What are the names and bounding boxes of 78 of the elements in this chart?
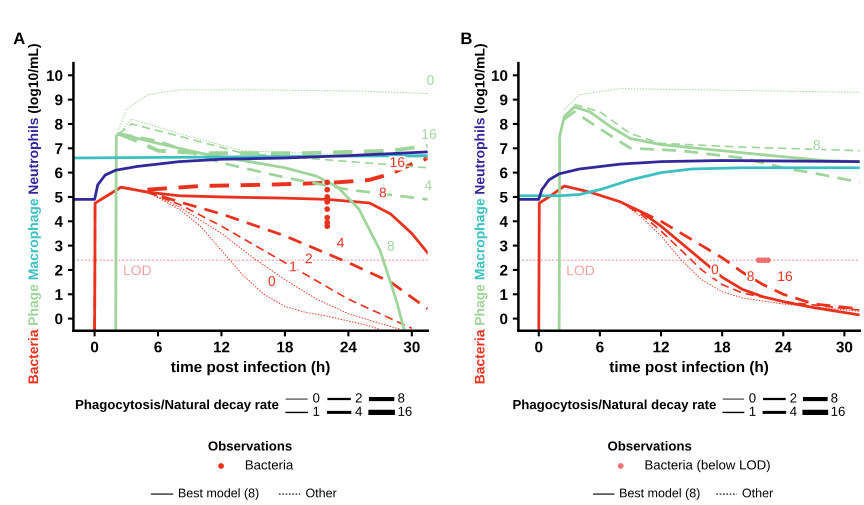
x-tick-label: 12 xyxy=(214,342,230,352)
y-axis-title: Bacteria Phage Macrophage Neutrophils (log10/mL) xyxy=(474,44,488,384)
text: 1 xyxy=(314,406,320,416)
y-tick-label: 4 xyxy=(54,216,63,227)
y-tick-label: 1 xyxy=(500,289,508,300)
text: Best model (8) xyxy=(178,488,258,500)
annotation: 2 xyxy=(306,254,312,264)
y-tick-label: 0 xyxy=(55,313,62,324)
annotation: 8 xyxy=(814,140,820,150)
y-tick-label: 3 xyxy=(54,240,62,252)
legend-label: Bacteria xyxy=(246,460,294,470)
x-tick-label: 0 xyxy=(90,342,98,352)
legend-label: Bacteria (below LOD) xyxy=(646,460,770,472)
y-axis-title: Bacteria Phage Macrophage Neutrophils (log10/mL) xyxy=(28,44,41,384)
x-tick-label: 30 xyxy=(836,342,852,352)
x-tick-label: 18 xyxy=(277,342,293,352)
annotation: 16 xyxy=(390,157,404,167)
chart-title: A xyxy=(14,32,25,44)
y-tick-label: 8 xyxy=(500,118,508,130)
y-tick-label: 6 xyxy=(500,167,508,178)
y-tick-label: 2 xyxy=(55,264,62,276)
x-tick-label: 12 xyxy=(653,342,669,352)
x-tick-label: 24 xyxy=(775,342,792,352)
y-tick-label: 7 xyxy=(500,143,508,154)
x-tick-label: 30 xyxy=(404,342,420,352)
text: Best model (8) xyxy=(620,488,700,500)
y-tick-label: 7 xyxy=(55,143,62,154)
x-axis-title: time post infection (h) xyxy=(609,360,768,376)
y-tick-label: 3 xyxy=(500,240,508,252)
ref-line-label: LOD xyxy=(567,265,594,276)
annotation: 1 xyxy=(290,262,296,272)
text: Phagocytosis/Natural decay rate xyxy=(513,400,716,412)
text: 0 xyxy=(313,393,320,403)
text: Other xyxy=(306,488,337,498)
annotation: 16 xyxy=(422,129,436,140)
text: 8 xyxy=(831,393,838,403)
annotation: 8 xyxy=(747,271,754,282)
annotation: 0 xyxy=(712,264,718,274)
text: 4 xyxy=(355,406,362,416)
annotation: 8 xyxy=(380,188,386,198)
y-tick-label: 9 xyxy=(55,94,62,106)
x-tick-label: 6 xyxy=(596,342,604,352)
annotation: 4 xyxy=(424,180,432,190)
y-tick-label: 4 xyxy=(500,216,508,227)
annotation: 8 xyxy=(388,240,394,251)
y-tick-label: 6 xyxy=(55,167,62,178)
chart-title: B xyxy=(461,32,472,44)
text: 0 xyxy=(749,393,756,403)
y-tick-label: 8 xyxy=(55,118,63,130)
y-tick-label: 5 xyxy=(500,192,508,203)
annotation: 16 xyxy=(778,271,792,282)
text: 8 xyxy=(398,393,404,403)
text: 4 xyxy=(790,406,797,416)
text: Phagocytosis/Natural decay rate xyxy=(76,400,278,412)
text: 2 xyxy=(790,393,796,402)
x-axis-title: time post infection (h) xyxy=(170,360,330,376)
text: 1 xyxy=(750,406,756,416)
annotation: 0 xyxy=(268,276,276,286)
legend-title: Observations xyxy=(208,440,292,451)
y-tick-label: 10 xyxy=(492,70,508,81)
annotation: 4 xyxy=(336,238,344,248)
legend-title: Observations xyxy=(608,440,692,451)
annotation: 0 xyxy=(427,75,434,85)
text: 16 xyxy=(832,406,845,416)
y-tick-label: 1 xyxy=(55,289,63,300)
x-tick-label: 24 xyxy=(340,342,357,352)
x-tick-label: 0 xyxy=(535,342,542,352)
x-tick-label: 18 xyxy=(714,342,730,352)
y-tick-label: 5 xyxy=(55,192,63,203)
x-tick-label: 6 xyxy=(154,342,162,352)
ref-line-label: LOD xyxy=(124,265,151,276)
text: 16 xyxy=(398,406,412,416)
y-tick-label: 2 xyxy=(500,264,508,276)
y-tick-label: 9 xyxy=(500,94,508,106)
y-tick-label: 10 xyxy=(46,70,62,81)
text: 2 xyxy=(356,393,362,402)
text: Other xyxy=(742,488,773,498)
y-tick-label: 0 xyxy=(500,313,508,324)
